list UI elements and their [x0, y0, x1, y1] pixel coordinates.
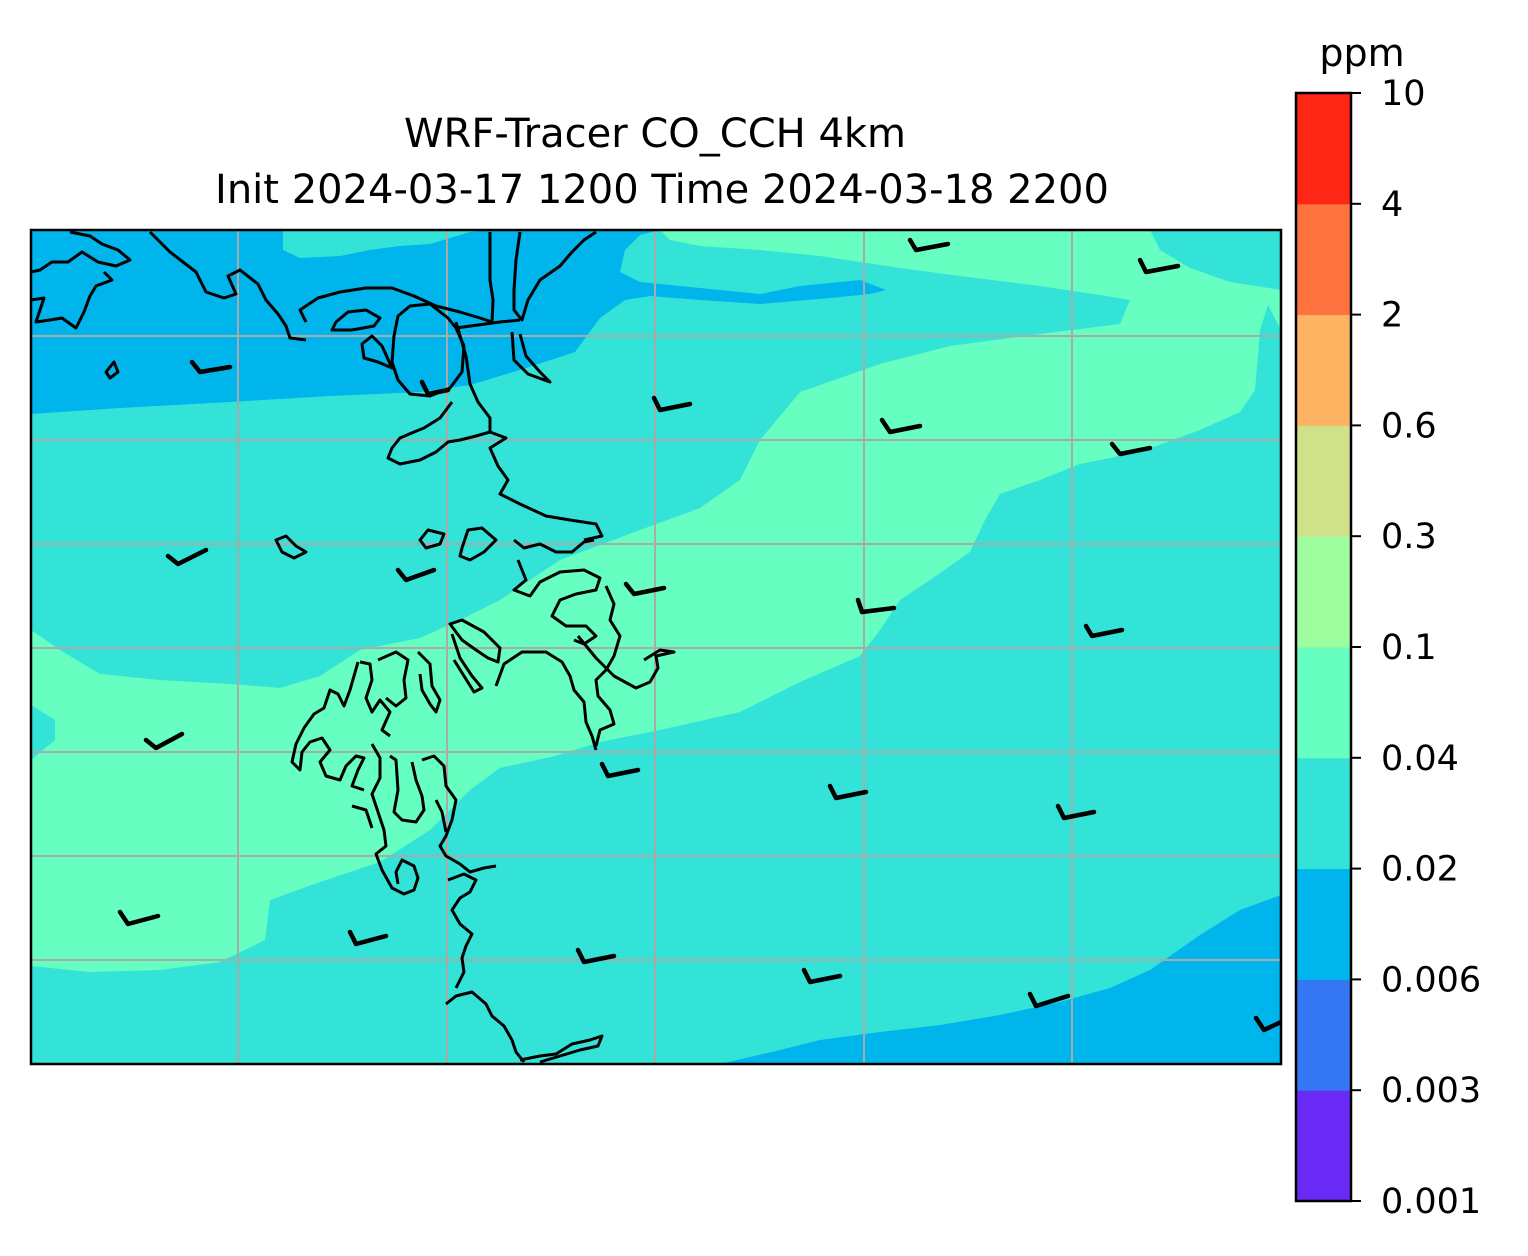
colorbar-unit-label: ppm: [1319, 31, 1404, 75]
wind-barb: [1083, 623, 1125, 639]
wind-barb: [395, 567, 437, 583]
colorbar-swatches: [1296, 93, 1351, 1202]
wind-barb: [143, 731, 185, 751]
colorbar-tick-label: 0.003: [1381, 1071, 1481, 1111]
map-title-line2: Init 2024-03-17 1200 Time 2024-03-18 220…: [215, 167, 1109, 213]
colorbar-tick-label: 0.1: [1381, 628, 1437, 668]
colorbar-tick-label: 4: [1381, 185, 1403, 225]
colorbar-tick-label: 10: [1381, 74, 1426, 114]
wind-barb: [419, 379, 451, 397]
wind-barb: [1253, 1015, 1281, 1033]
colorbar-ticks: 0.001 0.003 0.006 0.02 0.04 0.1 0.3 0.6 2 4 10: [1351, 74, 1481, 1222]
wind-barb: [855, 597, 897, 615]
colorbar-tick-label: 0.6: [1381, 406, 1437, 446]
colorbar-tick-label: 0.04: [1381, 739, 1459, 779]
wind-barbs: [117, 237, 1281, 1033]
colorbar-tick-label: 0.006: [1381, 960, 1481, 1000]
wind-barb: [879, 417, 923, 435]
colorbar-tick-label: 0.001: [1381, 1182, 1481, 1222]
colorbar-tick-label: 0.02: [1381, 850, 1459, 890]
wind-barb: [1055, 803, 1097, 821]
colorbar-swatch: [1296, 757, 1351, 870]
colorbar-swatch: [1296, 1090, 1351, 1202]
colorbar-swatch: [1296, 868, 1351, 980]
field-band-0.006-0.02-north: [31, 230, 886, 414]
wind-barb: [827, 783, 869, 801]
field-band-0.006-0.02-south: [720, 895, 1281, 1064]
wind-barb: [1027, 991, 1071, 1009]
wind-barb: [907, 237, 951, 253]
wind-barb: [575, 947, 617, 965]
map-frame: [29, 228, 1283, 1066]
colorbar-tick-label: 2: [1381, 296, 1403, 336]
colorbar-swatch: [1296, 536, 1351, 648]
colorbar-swatch: [1296, 979, 1351, 1091]
colorbar-swatch: [1296, 314, 1351, 426]
wind-barb: [623, 581, 667, 597]
colorbar-swatch: [1296, 93, 1351, 205]
field-band-0.006-0.02-north-gap: [283, 230, 490, 258]
map-panel: [31, 230, 1281, 1064]
colorbar-frame: [1294, 91, 1353, 1203]
field-island-1: [1040, 530, 1060, 537]
wind-barb: [651, 395, 693, 413]
coastlines: [31, 230, 676, 1064]
map-title-line1: WRF-Tracer CO_CCH 4km: [404, 111, 906, 157]
colorbar: ppm 0.001 0.003 0.006 0.02 0.04 0.1 0.3 0.6 2 4 10: [1294, 31, 1481, 1222]
colorbar-tick-label: 0.3: [1381, 517, 1437, 557]
colorbar-swatch: [1296, 425, 1351, 537]
wind-barb: [801, 967, 843, 985]
colorbar-swatch: [1296, 647, 1351, 759]
wind-barb: [189, 359, 233, 375]
gridlines: [31, 230, 1281, 1064]
wind-barb: [599, 761, 641, 779]
wind-barb: [165, 547, 209, 567]
field-island-2: [1085, 540, 1160, 575]
wind-barb: [347, 929, 389, 947]
wind-barb: [1109, 441, 1153, 457]
wind-barb: [117, 909, 161, 927]
wind-barb: [1137, 257, 1181, 275]
colorbar-swatch: [1296, 203, 1351, 316]
